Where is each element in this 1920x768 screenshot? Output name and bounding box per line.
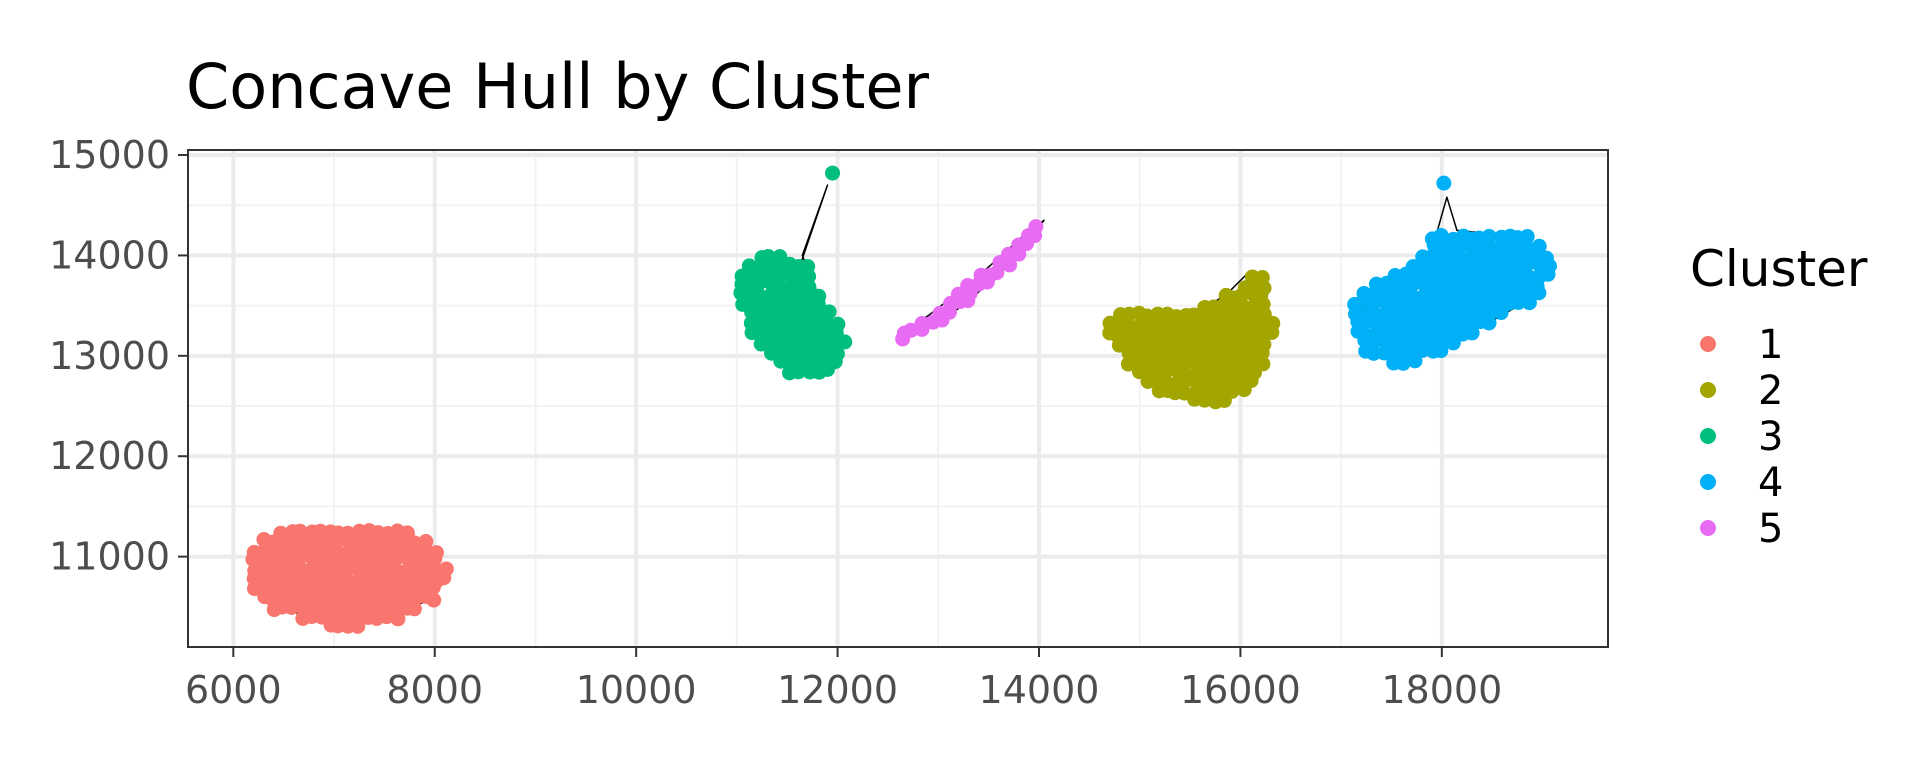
data-point xyxy=(1519,229,1535,245)
y-tick-label: 13000 xyxy=(49,334,170,378)
y-tick-label: 11000 xyxy=(49,535,170,579)
data-point xyxy=(1028,219,1044,235)
data-point xyxy=(800,258,816,274)
axis-ticks: 6000 8000 10000 12000 14000 16000 18000 11000 12… xyxy=(49,133,1502,712)
legend-title: Cluster xyxy=(1690,240,1868,298)
data-point xyxy=(1492,269,1508,285)
y-tick-label: 12000 xyxy=(49,434,170,478)
data-point xyxy=(741,258,757,274)
x-tick-label: 14000 xyxy=(979,668,1100,712)
data-point xyxy=(388,534,404,550)
data-point xyxy=(406,535,422,551)
data-point xyxy=(438,561,454,577)
legend-label-3: 3 xyxy=(1758,414,1783,460)
data-point xyxy=(1376,307,1392,323)
y-tick-label: 14000 xyxy=(49,233,170,277)
legend-key-2 xyxy=(1700,382,1716,398)
legend-label-2: 2 xyxy=(1758,368,1783,414)
outlier-point xyxy=(825,165,841,181)
gridlines xyxy=(188,150,1608,647)
data-points xyxy=(245,165,1557,634)
data-point xyxy=(339,572,355,588)
data-point xyxy=(1347,296,1363,312)
legend-key-3 xyxy=(1700,428,1716,444)
legend-label-4: 4 xyxy=(1758,460,1783,506)
data-point xyxy=(360,562,376,578)
data-point xyxy=(426,592,442,608)
series-2 xyxy=(1102,269,1281,410)
data-point xyxy=(406,601,422,617)
data-point xyxy=(1395,355,1411,371)
data-point xyxy=(801,279,817,295)
data-point xyxy=(821,304,837,320)
series-5 xyxy=(895,219,1044,347)
data-point xyxy=(809,307,825,323)
data-point xyxy=(322,601,338,617)
data-point xyxy=(390,611,406,627)
data-point xyxy=(1366,345,1382,361)
data-point xyxy=(1356,285,1372,301)
data-point xyxy=(273,525,289,541)
data-point xyxy=(1464,325,1480,341)
data-point xyxy=(1177,346,1193,362)
plot-panel xyxy=(187,149,1609,648)
data-point xyxy=(311,572,327,588)
data-point xyxy=(1433,250,1449,266)
data-point xyxy=(1176,366,1192,382)
data-point xyxy=(292,523,308,539)
data-point xyxy=(1433,228,1449,244)
data-point xyxy=(1538,250,1554,266)
data-point xyxy=(1385,317,1401,333)
series-4 xyxy=(1347,175,1557,371)
x-tick-label: 10000 xyxy=(576,668,697,712)
data-point xyxy=(1205,366,1221,382)
legend-key-1 xyxy=(1700,336,1716,352)
data-point xyxy=(790,296,806,312)
data-point xyxy=(829,346,845,362)
data-point xyxy=(760,248,776,264)
data-point xyxy=(1254,270,1270,286)
data-point xyxy=(264,591,280,607)
y-tick-label: 15000 xyxy=(49,133,170,177)
x-tick-label: 12000 xyxy=(777,668,898,712)
series-3 xyxy=(733,165,853,381)
legend-label-1: 1 xyxy=(1758,322,1783,368)
data-point xyxy=(1255,356,1271,372)
chart-title: Concave Hull by Cluster xyxy=(186,50,930,123)
data-point xyxy=(811,288,827,304)
x-tick-label: 6000 xyxy=(185,668,282,712)
data-point xyxy=(360,544,376,560)
data-point xyxy=(960,277,976,293)
data-point xyxy=(1265,315,1281,331)
x-tick-label: 8000 xyxy=(386,668,483,712)
data-point xyxy=(428,545,444,561)
outlier-point xyxy=(1436,175,1452,191)
data-point xyxy=(830,316,846,332)
data-point xyxy=(1531,238,1547,254)
data-point xyxy=(1482,239,1498,255)
x-tick-label: 16000 xyxy=(1180,668,1301,712)
legend-key-4 xyxy=(1700,474,1716,490)
x-tick-label: 18000 xyxy=(1381,668,1502,712)
data-point xyxy=(751,287,767,303)
legend-label-5: 5 xyxy=(1758,506,1783,552)
data-point xyxy=(903,322,919,338)
data-point xyxy=(1405,288,1421,304)
data-point xyxy=(1433,316,1449,332)
data-point xyxy=(914,316,930,332)
data-point xyxy=(407,573,423,589)
data-point xyxy=(1482,277,1498,293)
data-point xyxy=(418,534,434,550)
data-point xyxy=(350,573,366,589)
data-point xyxy=(1481,228,1497,244)
series-1 xyxy=(245,523,454,634)
data-point xyxy=(340,525,356,541)
data-point xyxy=(837,334,853,350)
legend-key-5 xyxy=(1700,520,1716,536)
data-point xyxy=(1461,307,1477,323)
